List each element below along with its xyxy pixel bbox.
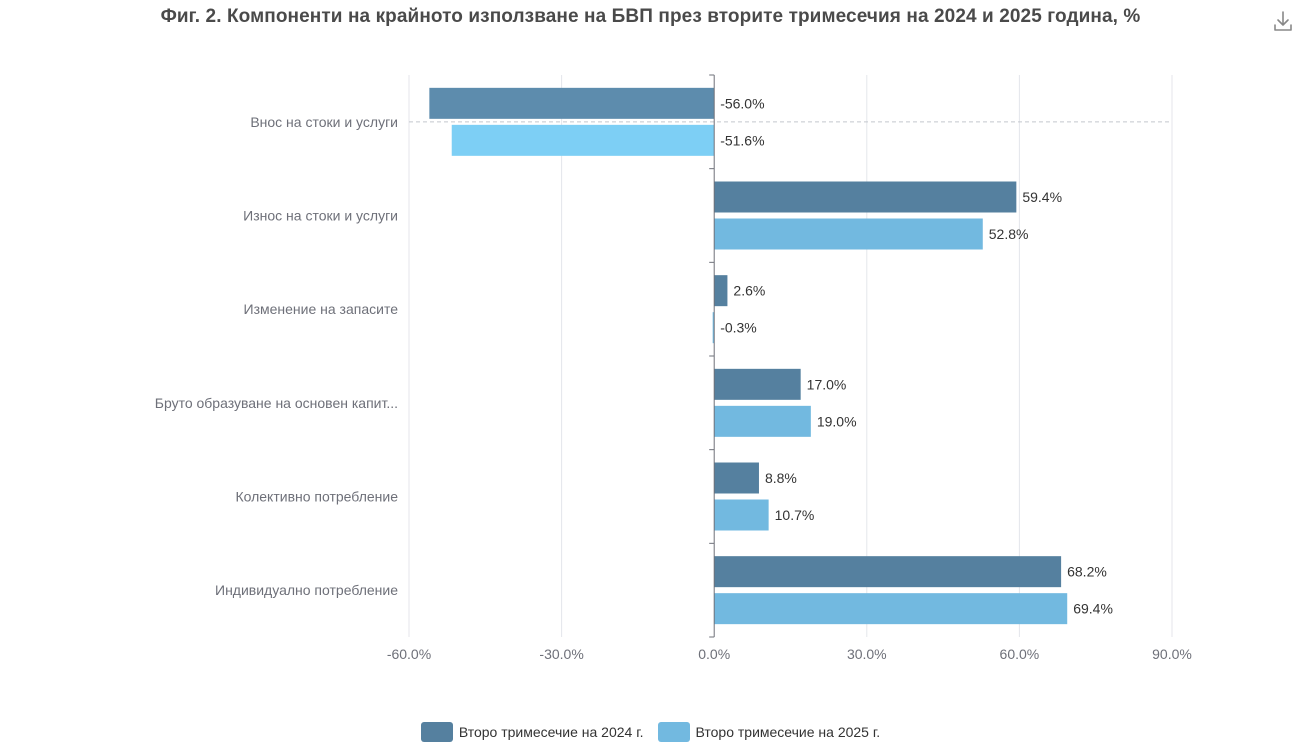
legend-item[interactable]: Второ тримесечие на 2024 г. [420, 722, 644, 742]
data-label: 8.8% [765, 470, 797, 486]
x-tick-label: 90.0% [1152, 646, 1192, 662]
legend-item[interactable]: Второ тримесечие на 2025 г. [657, 722, 881, 742]
legend-swatch [420, 722, 453, 742]
category-label: Износ на стоки и услуги [243, 208, 398, 224]
bar-chart: -56.0% 59.4% 2.6% 17.0% 8.8% 68.2% -51.6% 52.8%… [155, 74, 1192, 662]
category-label: Внос на стоки и услуги [250, 114, 398, 130]
bar [714, 218, 983, 250]
bar [714, 556, 1062, 588]
category-label: Колективно потребление [235, 489, 398, 505]
x-tick-label: 0.0% [698, 646, 730, 662]
bar [714, 405, 811, 437]
x-tick-label: 30.0% [847, 646, 887, 662]
bar [714, 368, 801, 400]
data-label: 52.8% [989, 226, 1029, 242]
bar [714, 181, 1017, 213]
data-label: 69.4% [1073, 601, 1113, 617]
bar [712, 312, 715, 344]
legend-label: Второ тримесечие на 2025 г. [695, 724, 881, 740]
legend: Второ тримесечие на 2024 г. Второ тримесе… [0, 722, 1301, 742]
x-tick-label: -30.0% [539, 646, 583, 662]
data-label: -0.3% [720, 320, 757, 336]
bar [714, 593, 1068, 625]
x-tick-label: 60.0% [1000, 646, 1040, 662]
legend-label: Второ тримесечие на 2024 г. [458, 724, 644, 740]
download-icon [1274, 11, 1292, 31]
x-tick-label: -60.0% [387, 646, 431, 662]
category-label: Бруто образуване на основен капит... [155, 395, 398, 411]
data-label: 2.6% [733, 283, 765, 299]
chart-title: Фиг. 2. Компоненти на крайното използван… [160, 6, 1141, 27]
data-label: 19.0% [817, 413, 857, 429]
legend-swatch [657, 722, 690, 742]
bar [714, 499, 769, 531]
data-label: 10.7% [775, 507, 815, 523]
category-label: Индивидуално потребление [215, 582, 398, 598]
bar [451, 124, 715, 156]
data-label: -51.6% [720, 132, 764, 148]
category-label: Изменение на запасите [244, 301, 399, 317]
data-label: 68.2% [1067, 564, 1107, 580]
bar [714, 462, 759, 494]
data-label: 17.0% [807, 376, 847, 392]
bar [714, 275, 728, 307]
bar [429, 87, 715, 119]
download-button[interactable] [1270, 8, 1296, 34]
data-label: -56.0% [720, 95, 764, 111]
data-label: 59.4% [1022, 189, 1062, 205]
